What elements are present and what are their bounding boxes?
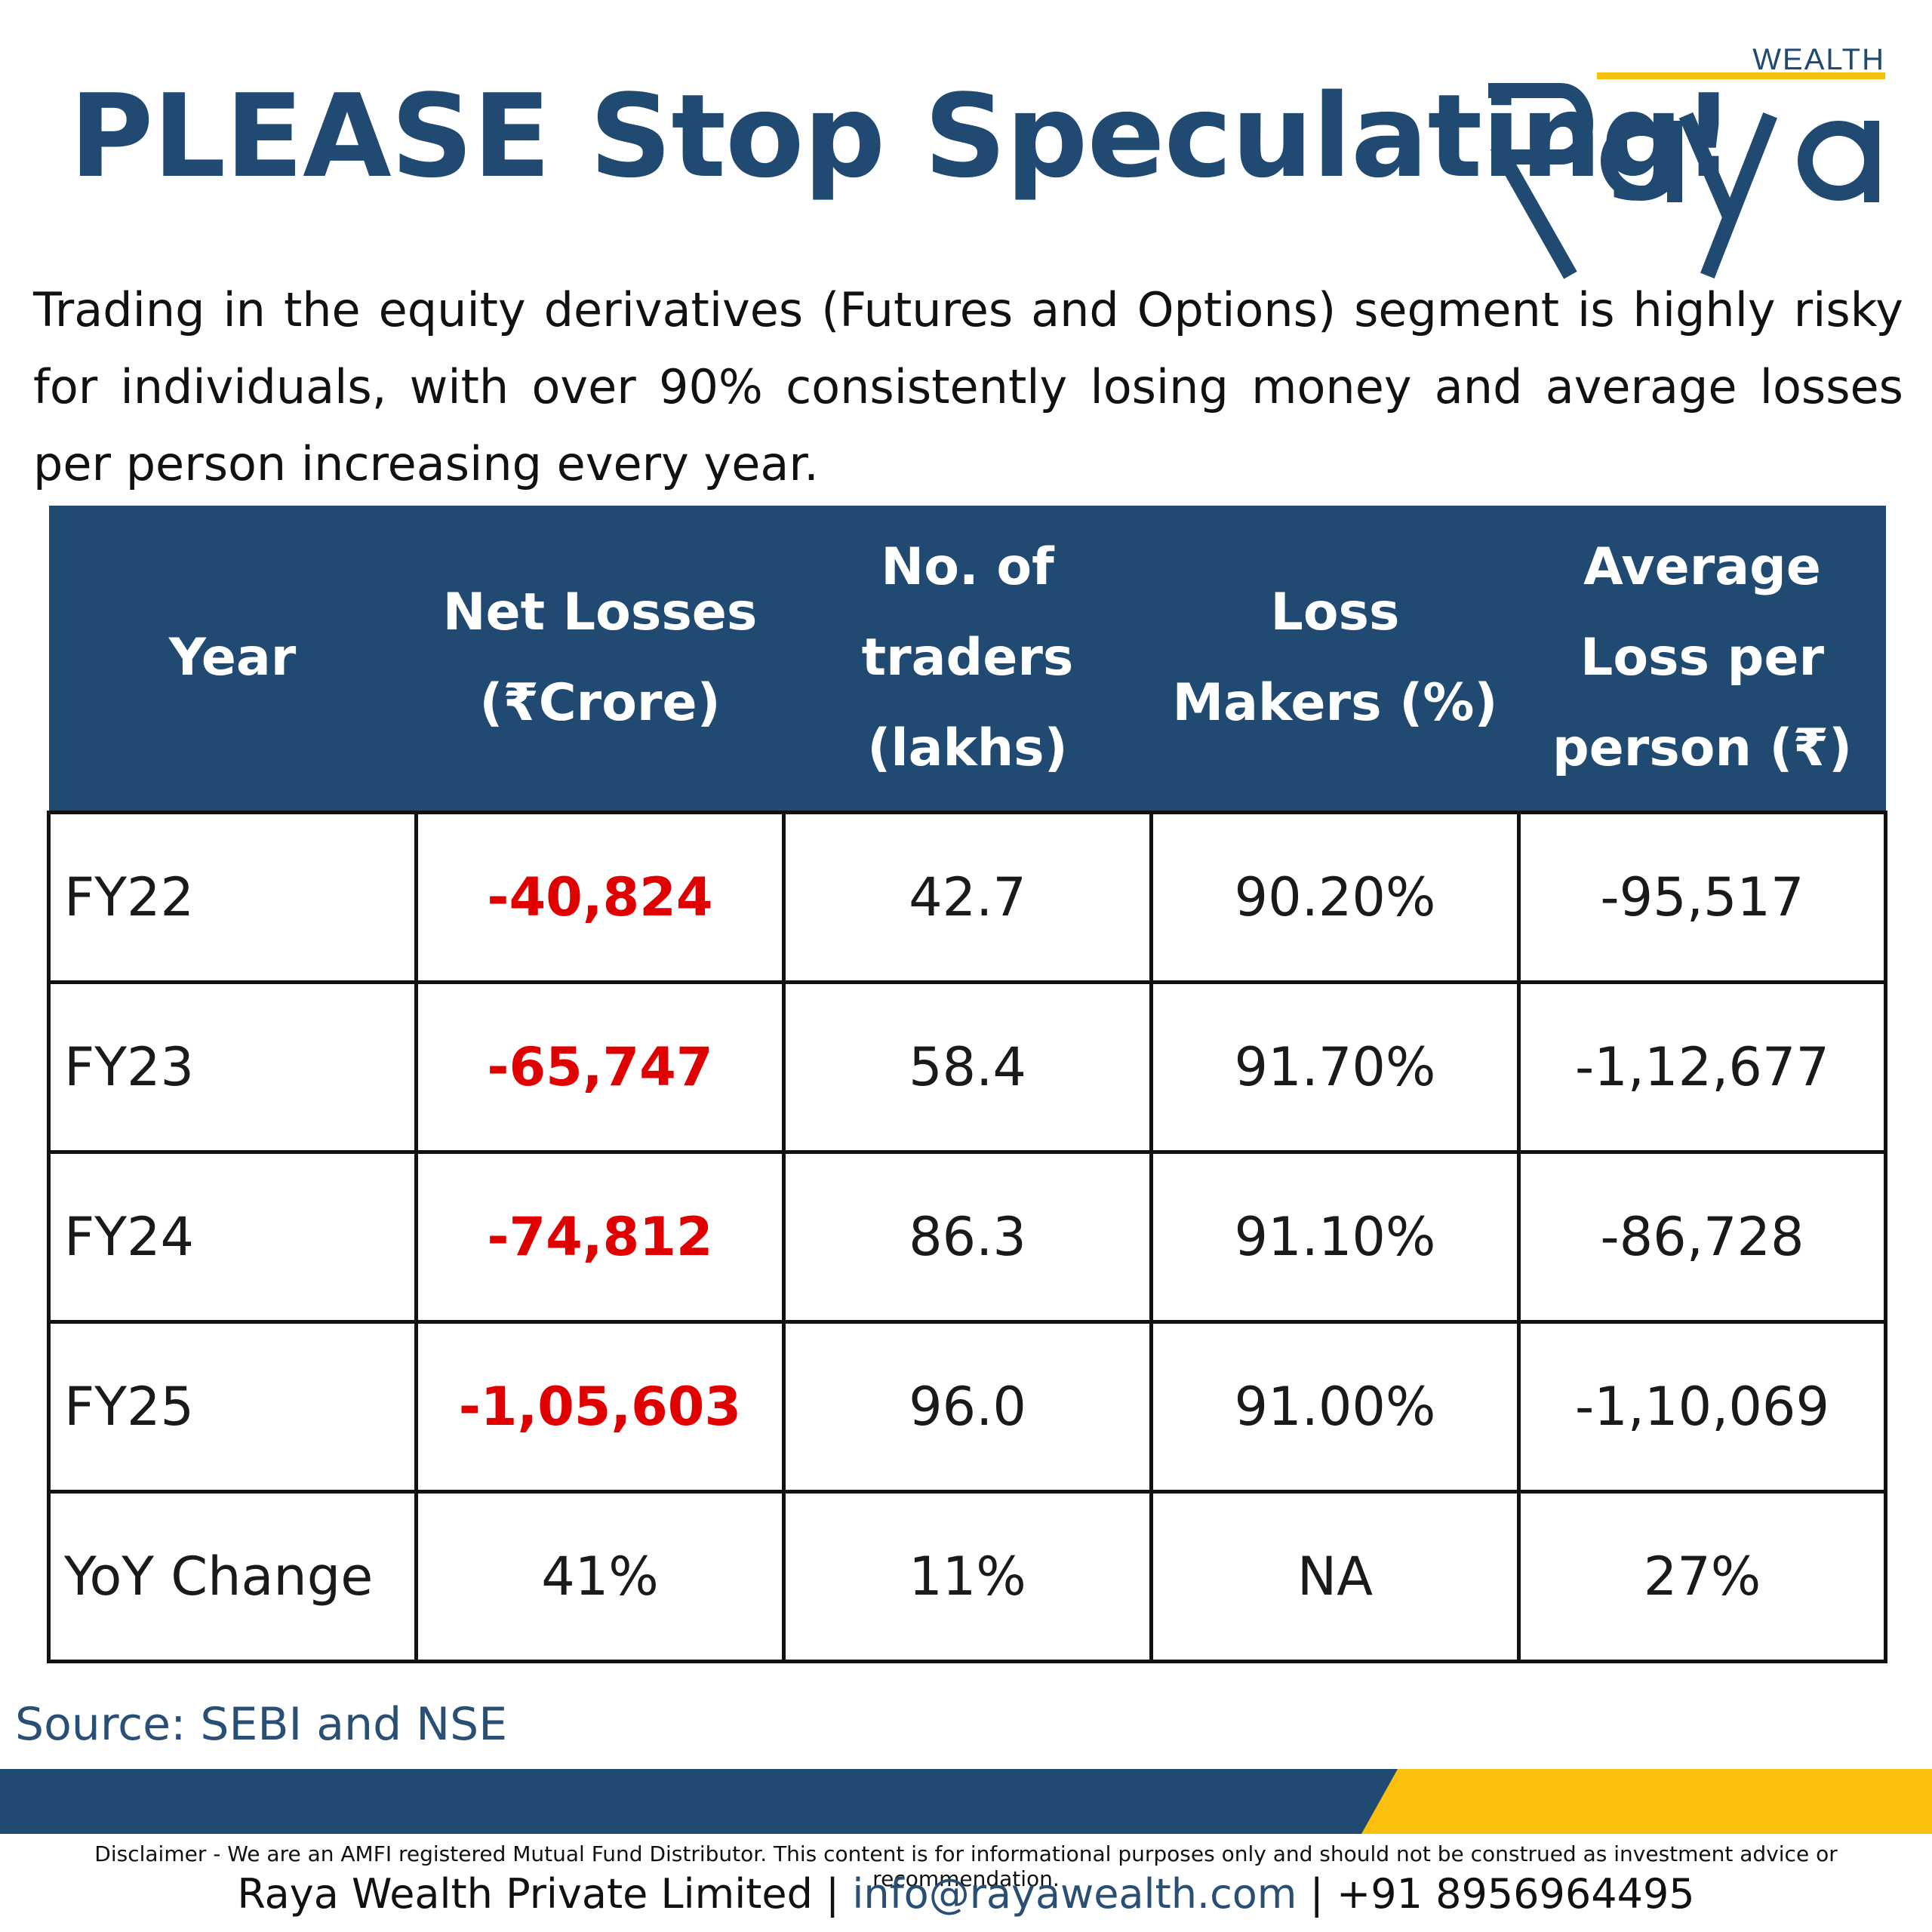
loss-makers-cell: 90.20% <box>1149 811 1521 984</box>
loss-makers-cell: 91.70% <box>1149 980 1521 1154</box>
avg-loss-cell: 27% <box>1517 1490 1887 1663</box>
page-title: PLEASE Stop Speculating! <box>69 69 1735 203</box>
logo-gold-bar <box>1597 72 1885 79</box>
logo-wordmark <box>1488 83 1879 279</box>
table-row: FY25 -1,05,603 96.0 91.00% -1,10,069 <box>47 1320 1887 1494</box>
net-losses-cell: -40,824 <box>414 811 786 984</box>
year-cell: FY22 <box>47 811 418 984</box>
net-losses-cell: -74,812 <box>414 1150 786 1324</box>
avg-loss-cell: -1,10,069 <box>1517 1320 1887 1494</box>
header-traders: No. of traders (lakhs) <box>783 506 1152 813</box>
avg-loss-cell: -95,517 <box>1517 811 1887 984</box>
header-avg-loss: Average Loss per person (₹) <box>1518 506 1886 813</box>
intro-paragraph: Trading in the equity derivatives (Futur… <box>33 282 1903 491</box>
year-cell: FY24 <box>47 1150 418 1324</box>
loss-makers-cell: 91.00% <box>1149 1320 1521 1494</box>
company-name: Raya Wealth Private Limited <box>237 1870 813 1918</box>
header-net-losses: Net Losses (₹Crore) <box>416 506 784 813</box>
traders-cell: 86.3 <box>782 1150 1153 1324</box>
net-losses-cell: -1,05,603 <box>414 1320 786 1494</box>
table-row: FY23 -65,747 58.4 91.70% -1,12,677 <box>47 980 1887 1154</box>
loss-makers-cell: 91.10% <box>1149 1150 1521 1324</box>
separator: | <box>826 1870 840 1918</box>
footer-band <box>0 1769 1932 1834</box>
disclaimer-text: Disclaimer - We are an AMFI registered M… <box>94 1841 1838 1891</box>
phone-number[interactable]: +91 8956964495 <box>1336 1870 1695 1918</box>
traders-cell: 11% <box>782 1490 1153 1663</box>
net-losses-cell: -65,747 <box>414 980 786 1154</box>
contact-line: Raya Wealth Private Limited | info@rayaw… <box>0 1870 1932 1918</box>
avg-loss-cell: -86,728 <box>1517 1150 1887 1324</box>
email-link[interactable]: info@rayawealth.com <box>852 1870 1297 1918</box>
traders-cell: 96.0 <box>782 1320 1153 1494</box>
header-loss-makers: Loss Makers (%) <box>1151 506 1519 813</box>
header-year: Year <box>48 506 417 813</box>
table-row: FY22 -40,824 42.7 90.20% -95,517 <box>47 811 1887 984</box>
avg-loss-cell: -1,12,677 <box>1517 980 1887 1154</box>
traders-cell: 42.7 <box>782 811 1153 984</box>
loss-makers-cell: NA <box>1149 1490 1521 1663</box>
logo-tagline: WEALTH <box>1752 43 1885 76</box>
year-cell: FY25 <box>47 1320 418 1494</box>
net-losses-cell: 41% <box>414 1490 786 1663</box>
table-row-yoy: YoY Change 41% 11% NA 27% <box>47 1490 1887 1663</box>
year-cell: FY23 <box>47 980 418 1154</box>
fno-losses-table: Year Net Losses (₹Crore) No. of traders … <box>47 506 1887 1663</box>
table-row: FY24 -74,812 86.3 91.10% -86,728 <box>47 1150 1887 1324</box>
table-header-row: Year Net Losses (₹Crore) No. of traders … <box>48 506 1886 813</box>
raya-wealth-logo: WEALTH <box>1488 43 1885 279</box>
source-note: Source: SEBI and NSE <box>15 1698 508 1751</box>
year-cell: YoY Change <box>47 1490 418 1663</box>
footer-band-gold <box>1361 1769 1932 1834</box>
traders-cell: 58.4 <box>782 980 1153 1154</box>
separator: | <box>1309 1870 1324 1918</box>
